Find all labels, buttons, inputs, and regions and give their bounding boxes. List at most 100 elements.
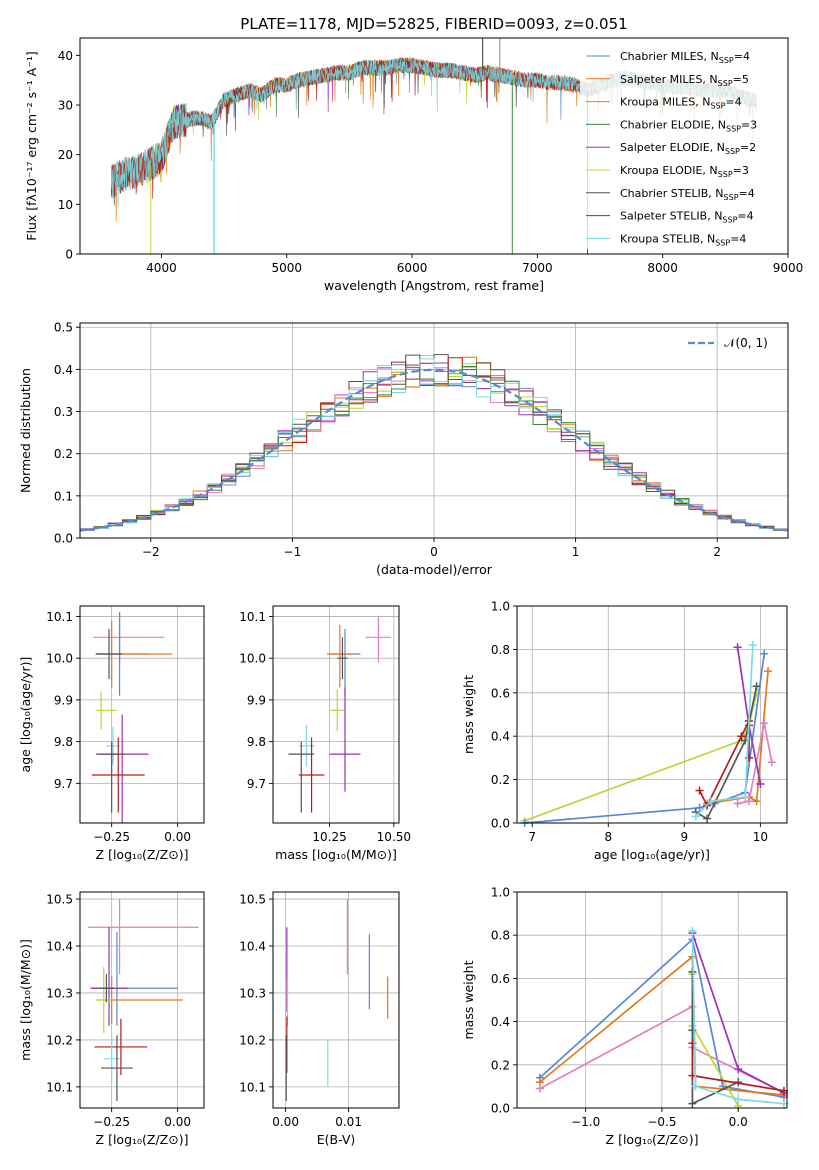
spectrum-frame bbox=[79, 37, 789, 255]
weight_vs_age-frame bbox=[516, 605, 788, 824]
mass_vs_Z-ytick-label-0: 10.1 bbox=[46, 1080, 73, 1094]
residuals-xtick-label-1: −1 bbox=[284, 545, 302, 559]
residuals-xtick-label-0: −2 bbox=[142, 545, 160, 559]
weight_vs_Z-ytick-label-2: 0.4 bbox=[491, 1015, 510, 1029]
mass_vs_ebv-ytick-label-1: 10.2 bbox=[239, 1033, 266, 1047]
weight_vs_age-marker-1-4 bbox=[760, 649, 769, 658]
weight_vs_age-series-1 bbox=[524, 653, 766, 824]
weight_vs_Z-ytick-label-3: 0.6 bbox=[491, 972, 510, 986]
weight_vs_age-marker-4-0 bbox=[733, 643, 742, 652]
weight_vs_Z-panel: −1.0 −0.5 0.0 0.0 0.2 0.4 0.6 0.8 1.0 Z [log₁₀(Z/… bbox=[461, 886, 788, 1147]
weight_vs_age-marker-7-3 bbox=[748, 641, 757, 650]
mass_vs_Z-ytick-label-1: 10.2 bbox=[46, 1033, 73, 1047]
spectrum-xtick-label-0: 4000 bbox=[146, 261, 177, 275]
weight_vs_age-xtick-label-1: 8 bbox=[604, 830, 612, 844]
mass_vs_Z-xtick-label-0: −0.25 bbox=[93, 1115, 130, 1129]
weight_vs_Z-frame bbox=[516, 891, 788, 1109]
weight_vs_age-marker-6-0 bbox=[695, 786, 704, 795]
weight_vs_age-marker-5-1 bbox=[703, 814, 712, 823]
mass_vs_Z-xtick-label-1: 0.00 bbox=[164, 1115, 191, 1129]
age_vs_mass-panel: 10.25 10.50 9.7 9.8 9.9 10.0 10.1 mass [log₁₀(M… bbox=[239, 605, 411, 862]
weight_vs_Z-plot-area bbox=[535, 926, 788, 1110]
mass_vs_ebv-plot-area bbox=[285, 899, 389, 1101]
weight_vs_age-series-7 bbox=[695, 645, 754, 818]
mass_vs_Z-plot-area bbox=[87, 899, 199, 1101]
spectrum-xtick-label-5: 9000 bbox=[773, 261, 804, 275]
age_vs_mass-xtick-label-1: 10.50 bbox=[377, 830, 411, 844]
mass_vs_ebv-xlabel: E(B-V) bbox=[317, 1132, 356, 1147]
weight_vs_age-marker-4-2 bbox=[756, 779, 765, 788]
weight_vs_age-marker-3-0 bbox=[733, 799, 742, 808]
age_vs_mass-ytick-label-3: 10.0 bbox=[239, 652, 266, 666]
age_vs_mass-xtick-label-0: 10.25 bbox=[312, 830, 346, 844]
residuals-ytick-label-3: 0.3 bbox=[54, 405, 73, 419]
residuals-panel: −2 −1 0 1 2 0.0 0.1 0.2 0.3 0.4 0.5 (data-model)/er… bbox=[18, 321, 789, 577]
mass_vs_ebv-frame bbox=[272, 891, 400, 1109]
figure-title: PLATE=1178, MJD=52825, FIBERID=0093, z=0… bbox=[240, 15, 627, 33]
weight_vs_age-marker-1-1 bbox=[695, 803, 704, 812]
age_vs_Z-ytick-label-1: 9.8 bbox=[54, 735, 73, 749]
residuals-hist-8 bbox=[79, 366, 789, 538]
weight_vs_Z-marker-3-1 bbox=[734, 1065, 743, 1074]
age_vs_Z-panel: −0.25 0.00 9.7 9.8 9.9 10.0 10.1 Z [log₁₀(Z/Z⊙)… bbox=[18, 605, 205, 862]
weight_vs_Z-ytick-label-5: 1.0 bbox=[491, 886, 510, 900]
age_vs_Z-ytick-label-0: 9.7 bbox=[54, 777, 73, 791]
age_vs_Z-ytick-label-2: 9.9 bbox=[54, 693, 73, 707]
weight_vs_Z-marker-5-2 bbox=[688, 1099, 697, 1108]
mass_vs_ebv-xtick-label-1: 0.01 bbox=[335, 1115, 362, 1129]
age_vs_Z-xtick-label-1: 0.00 bbox=[164, 830, 191, 844]
mass_vs_ebv-ytick-label-4: 10.5 bbox=[239, 893, 266, 907]
weight_vs_age-xlabel: age [log₁₀(age/yr)] bbox=[594, 847, 710, 862]
spectrum-legend-label-6: Chabrier STELIB, NSSP=4 bbox=[620, 187, 755, 202]
weight_vs_Z-marker-7-1 bbox=[691, 1082, 700, 1091]
weight_vs_age-marker-3-3 bbox=[767, 758, 776, 767]
weight_vs_age-ytick-label-0: 0.0 bbox=[491, 817, 510, 831]
mass_vs_Z-xlabel: Z [log₁₀(Z/Z⊙)] bbox=[96, 1132, 189, 1147]
spectrum-xlabel: wavelength [Angstrom, rest frame] bbox=[324, 278, 544, 293]
residuals-xtick-label-2: 0 bbox=[430, 545, 438, 559]
residuals-ytick-label-1: 0.1 bbox=[54, 489, 73, 503]
spectrum-ytick-label-4: 40 bbox=[58, 49, 73, 63]
weight_vs_age-series-5 bbox=[695, 686, 758, 820]
spectrum-legend-label-4: Salpeter ELODIE, NSSP=2 bbox=[620, 141, 756, 156]
weight_vs_age-ytick-label-1: 0.2 bbox=[491, 773, 510, 787]
weight_vs_Z-ytick-label-1: 0.2 bbox=[491, 1058, 510, 1072]
mass_vs_Z-ytick-label-3: 10.4 bbox=[46, 940, 73, 954]
age_vs_mass-xlabel: mass [log₁₀(M/M⊙)] bbox=[275, 847, 397, 862]
residuals-ylabel: Normed distribution bbox=[18, 368, 33, 493]
mass_vs_ebv-panel: 0.00 0.01 10.1 10.2 10.3 10.4 10.5 E(B-V) bbox=[239, 891, 400, 1147]
spectrum-legend-label-2: Kroupa MILES, NSSP=4 bbox=[620, 96, 742, 111]
age_vs_Z-ylabel: age [log₁₀(age/yr)] bbox=[18, 657, 33, 773]
weight_vs_Z-marker-7-2 bbox=[734, 1095, 743, 1104]
weight_vs_age-xtick-label-3: 10 bbox=[753, 830, 768, 844]
spectrum-legend-label-7: Salpeter STELIB, NSSP=4 bbox=[620, 210, 754, 225]
spectrum-ytick-label-3: 30 bbox=[58, 99, 73, 113]
mass_vs_ebv-ytick-label-0: 10.1 bbox=[239, 1080, 266, 1094]
weight_vs_age-marker-6-2 bbox=[737, 732, 746, 741]
residuals-xtick-label-3: 1 bbox=[572, 545, 580, 559]
residuals-ytick-label-5: 0.5 bbox=[54, 321, 73, 335]
age_vs_Z-frame bbox=[79, 605, 205, 824]
age_vs_Z-xtick-label-0: −0.25 bbox=[93, 830, 130, 844]
weight_vs_age-ytick-label-5: 1.0 bbox=[491, 600, 510, 614]
weight_vs_Z-ytick-label-0: 0.0 bbox=[491, 1102, 510, 1116]
age_vs_mass-ytick-label-0: 9.7 bbox=[247, 777, 266, 791]
weight_vs_age-ytick-label-2: 0.4 bbox=[491, 730, 510, 744]
weight_vs_Z-ytick-label-4: 0.8 bbox=[491, 929, 510, 943]
residuals-plot-area bbox=[79, 354, 789, 538]
mass_vs_Z-ytick-label-2: 10.3 bbox=[46, 986, 73, 1000]
age_vs_mass-ytick-label-4: 10.1 bbox=[239, 610, 266, 624]
weight_vs_age-series-0 bbox=[524, 692, 758, 822]
mass_vs_Z-panel: −0.25 0.00 10.1 10.2 10.3 10.4 10.5 Z [log₁₀(Z/… bbox=[18, 891, 205, 1147]
weight_vs_age-marker-7-0 bbox=[691, 812, 700, 821]
weight_vs_Z-xtick-label-0: −1.0 bbox=[571, 1115, 600, 1129]
spectrum-legend-label-8: Kroupa STELIB, NSSP=4 bbox=[620, 232, 746, 247]
weight_vs_Z-xlabel: Z [log₁₀(Z/Z⊙)] bbox=[606, 1132, 699, 1147]
residuals-xtick-label-4: 2 bbox=[713, 545, 721, 559]
weight_vs_age-marker-3-1 bbox=[744, 797, 753, 806]
spectrum-ytick-label-0: 0 bbox=[65, 248, 73, 262]
weight_vs_Z-marker-2-0 bbox=[535, 1084, 544, 1093]
mass_vs_Z-ytick-label-4: 10.5 bbox=[46, 893, 73, 907]
weight_vs_age-marker-2-3 bbox=[763, 667, 772, 676]
residuals-ytick-label-0: 0.0 bbox=[54, 532, 73, 546]
